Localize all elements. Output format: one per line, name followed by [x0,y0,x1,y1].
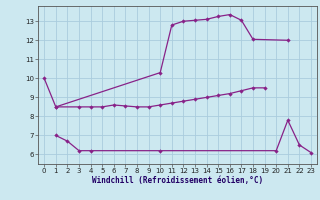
X-axis label: Windchill (Refroidissement éolien,°C): Windchill (Refroidissement éolien,°C) [92,176,263,185]
